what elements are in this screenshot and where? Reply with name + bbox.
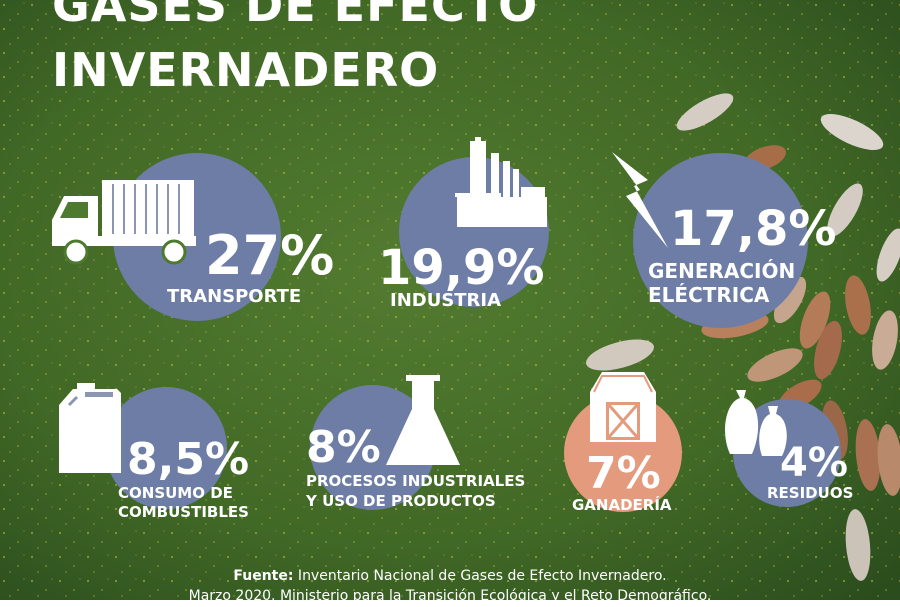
combustibles-value: 8,5%: [127, 434, 250, 485]
generacion-label: GENERACIÓN ELÉCTRICA: [648, 259, 795, 307]
truck-icon: [52, 180, 196, 265]
source-prefix: Fuente:: [233, 568, 294, 584]
source-text-1: Inventario Nacional de Gases de Efecto I…: [293, 568, 667, 584]
transporte-label: TRANSPORTE: [167, 286, 302, 307]
procesos-label: PROCESOS INDUSTRIALES Y USO DE PRODUCTOS: [306, 472, 525, 511]
generacion-label-line-2: ELÉCTRICA: [648, 283, 770, 307]
combustibles-label: CONSUMO DE COMBUSTIBLES: [118, 484, 249, 522]
ganaderia-label: GANADERÍA: [572, 496, 672, 514]
industria-label: INDUSTRIA: [390, 290, 502, 311]
flask-icon: [386, 375, 460, 465]
trash-bags-icon: [725, 390, 787, 456]
lightning-icon: [612, 152, 668, 248]
procesos-value: 8%: [306, 422, 381, 473]
residuos-value: 4%: [780, 440, 848, 486]
title-line-2: INVERNADERO: [52, 43, 440, 97]
jerrycan-icon: [59, 383, 121, 473]
ganaderia-value: 7%: [586, 448, 661, 499]
transporte-value: 27%: [205, 224, 335, 287]
source-line-1: Fuente: Inventario Nacional de Gases de …: [0, 566, 900, 586]
title-line-1: GASES DE EFECTO: [52, 0, 539, 32]
source-note: Fuente: Inventario Nacional de Gases de …: [0, 566, 900, 607]
procesos-label-line-1: PROCESOS INDUSTRIALES: [306, 472, 526, 490]
source-line-2: Marzo 2020. Ministerio para la Transició…: [188, 588, 712, 605]
industria-value: 19,9%: [378, 240, 545, 296]
factory-icon: [455, 137, 547, 227]
generacion-label-line-1: GENERACIÓN: [648, 259, 796, 283]
residuos-label: RESIDUOS: [767, 484, 854, 502]
combustibles-circle: [105, 387, 227, 509]
generacion-value: 17,8%: [670, 201, 837, 257]
combustibles-label-line-2: COMBUSTIBLES: [118, 502, 249, 521]
combustibles-label-line-1: CONSUMO DE: [118, 484, 233, 502]
barn-icon: [590, 372, 656, 442]
procesos-label-line-2: Y USO DE PRODUCTOS: [306, 491, 496, 510]
